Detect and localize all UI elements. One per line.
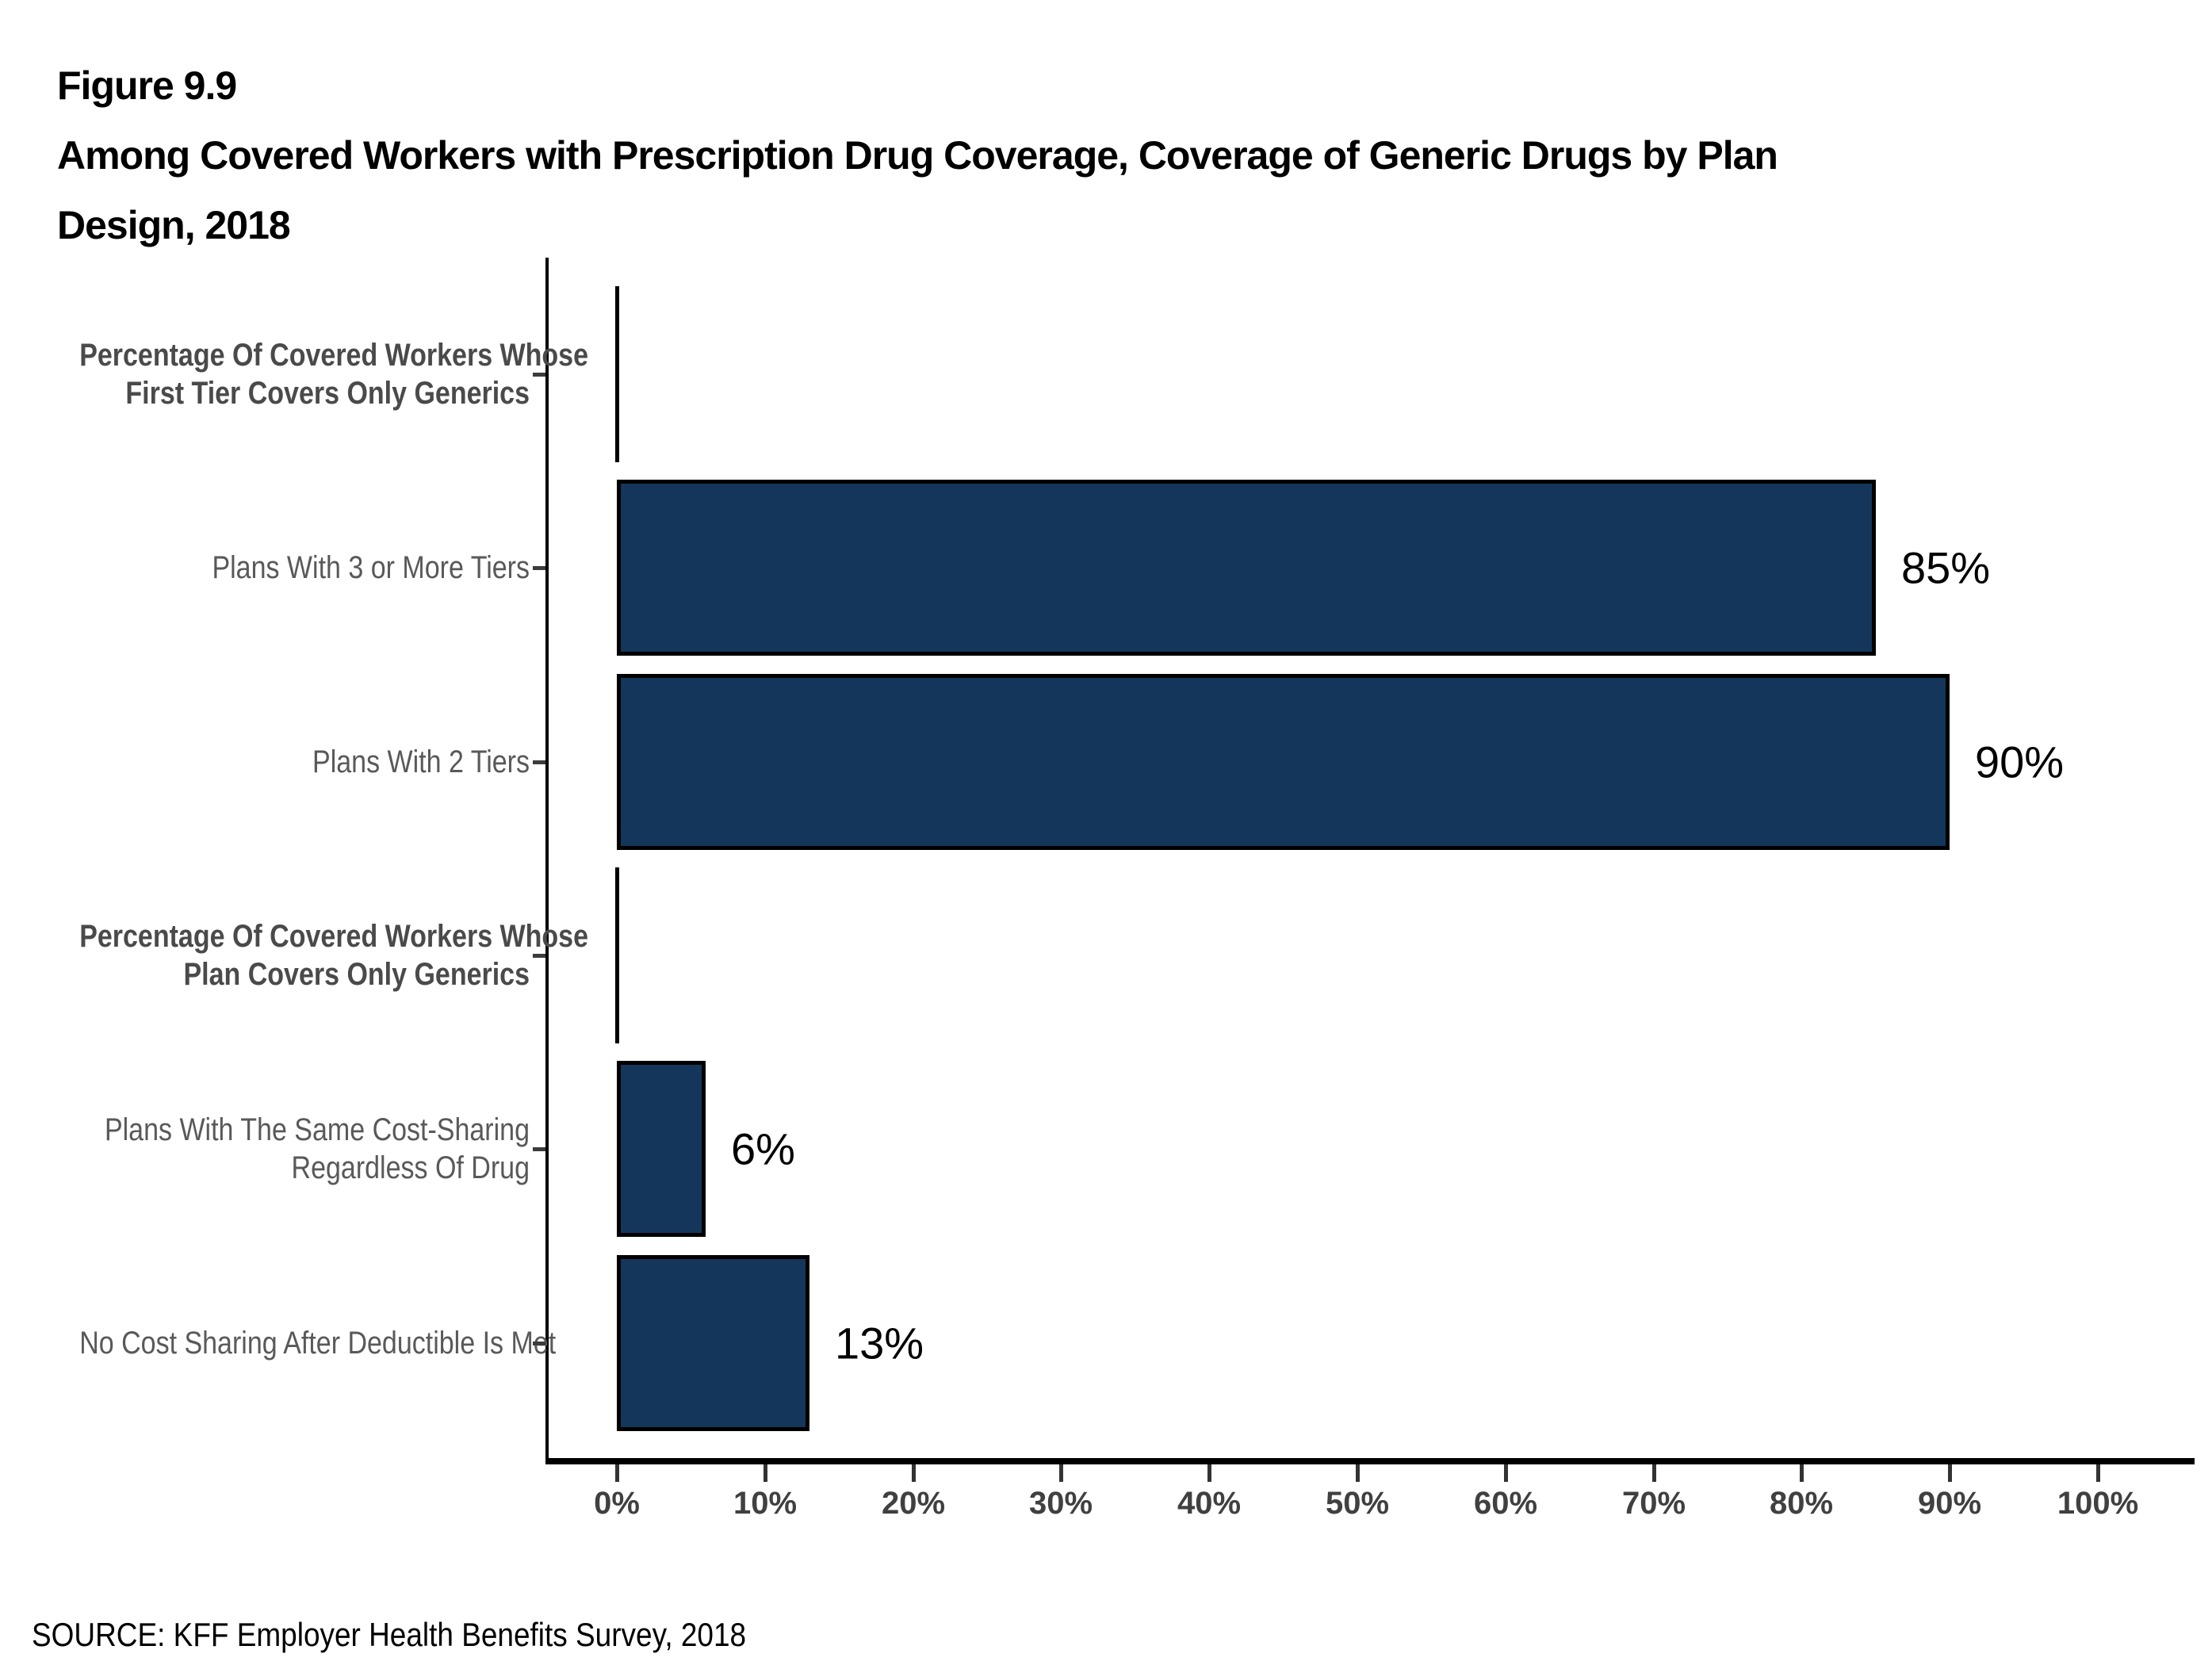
bar — [617, 480, 1876, 656]
zero-width-bar — [615, 286, 619, 462]
category-label: Plans With 3 or More Tiers — [212, 550, 530, 585]
bar-value-label: 6% — [731, 1123, 795, 1174]
x-axis-tick — [912, 1464, 916, 1482]
x-axis-tick-label: 70% — [1621, 1486, 1686, 1521]
chart-title-line-1: Among Covered Workers with Prescription … — [57, 133, 1778, 178]
category-label: Plans With 2 Tiers — [312, 744, 530, 779]
x-axis-tick-label: 40% — [1177, 1486, 1242, 1521]
source-note: SOURCE: KFF Employer Health Benefits Sur… — [32, 1616, 747, 1653]
category-label: Plans With The Same Cost-Sharing Regardle… — [104, 1112, 530, 1185]
x-axis-tick-label: 50% — [1325, 1486, 1390, 1521]
x-axis-tick-label: 0% — [594, 1486, 640, 1521]
x-axis-tick-label: 30% — [1028, 1486, 1093, 1521]
x-axis-tick — [1356, 1464, 1360, 1482]
x-axis-tick-label: 20% — [881, 1486, 946, 1521]
x-axis-tick-label: 10% — [733, 1486, 798, 1521]
bar-value-label: 90% — [1975, 737, 2065, 787]
bar — [617, 674, 1950, 850]
figure-label: Figure 9.9 — [57, 63, 237, 108]
category-label: Percentage Of Covered Workers Whose Plan … — [79, 919, 589, 992]
y-axis-tick — [533, 1147, 545, 1151]
x-axis-tick-label: 80% — [1769, 1486, 1834, 1521]
x-axis-tick — [1207, 1464, 1211, 1482]
x-axis-tick-label: 60% — [1473, 1486, 1538, 1521]
x-axis-tick-label: 90% — [1917, 1486, 1982, 1521]
bar-value-label: 85% — [1901, 542, 1991, 593]
y-axis-tick — [533, 1342, 545, 1345]
chart-title-line-2: Design, 2018 — [57, 203, 291, 247]
category-label: Percentage Of Covered Workers Whose First… — [79, 338, 589, 411]
title-block: Figure 9.9 Among Covered Workers with Pr… — [57, 51, 1778, 260]
y-axis-tick — [533, 566, 545, 570]
bar — [617, 1255, 809, 1431]
x-axis-tick — [1800, 1464, 1804, 1482]
x-axis-tick — [1948, 1464, 1952, 1482]
bar — [617, 1061, 706, 1237]
y-axis-tick — [533, 373, 545, 377]
x-axis-tick — [1504, 1464, 1508, 1482]
x-axis-tick — [2096, 1464, 2100, 1482]
x-axis-tick — [615, 1464, 619, 1482]
zero-width-bar — [615, 867, 619, 1043]
x-axis-line — [545, 1458, 2195, 1464]
x-axis-tick — [1652, 1464, 1656, 1482]
x-axis-tick — [1059, 1464, 1063, 1482]
category-label: No Cost Sharing After Deductible Is Met — [79, 1326, 557, 1361]
x-axis-tick — [763, 1464, 767, 1482]
y-axis-tick — [533, 760, 545, 764]
bar-value-label: 13% — [835, 1318, 924, 1368]
y-axis-line — [545, 258, 549, 1464]
y-axis-tick — [533, 954, 545, 958]
x-axis-tick-label: 100% — [2057, 1486, 2139, 1521]
